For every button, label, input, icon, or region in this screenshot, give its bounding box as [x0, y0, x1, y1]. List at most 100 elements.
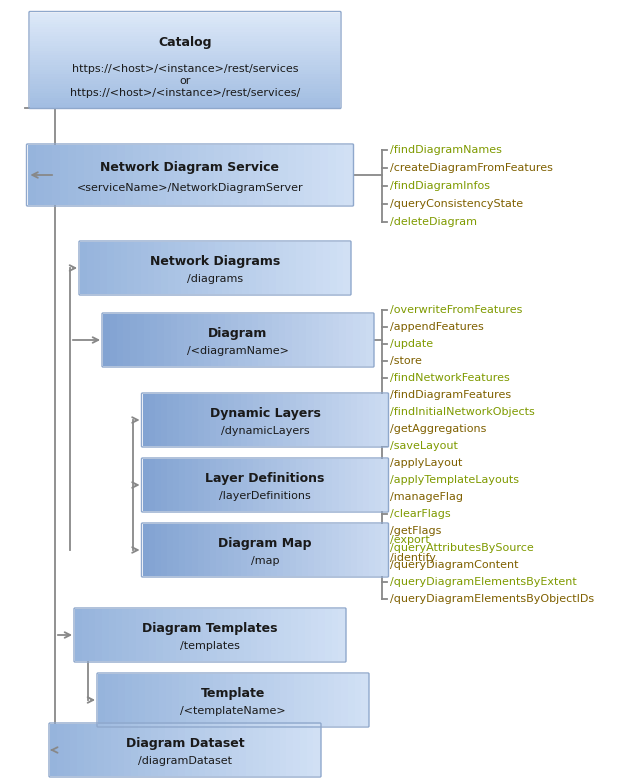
Bar [314, 524, 321, 576]
Bar [123, 314, 130, 366]
Bar [298, 609, 305, 661]
Bar [111, 724, 118, 776]
Bar [300, 724, 307, 776]
Bar [193, 674, 200, 726]
Bar [345, 394, 351, 446]
Bar [44, 145, 53, 205]
Bar [30, 41, 340, 44]
Bar [245, 314, 252, 366]
Bar [192, 524, 198, 576]
Bar [231, 314, 239, 366]
Bar [104, 724, 111, 776]
Bar [363, 524, 369, 576]
Bar [332, 459, 339, 511]
Bar [192, 459, 198, 511]
Bar [30, 20, 340, 23]
Bar [136, 609, 143, 661]
Bar [182, 145, 190, 205]
Bar [259, 314, 265, 366]
Bar [271, 145, 280, 205]
Bar [155, 394, 162, 446]
Bar [179, 459, 186, 511]
Bar [326, 314, 333, 366]
Bar [161, 524, 168, 576]
Bar [179, 394, 186, 446]
Bar [197, 314, 205, 366]
Bar [253, 459, 259, 511]
Bar [286, 724, 294, 776]
Bar [316, 242, 324, 294]
Bar [312, 145, 321, 205]
Bar [284, 524, 290, 576]
Bar [138, 724, 145, 776]
Bar [271, 459, 278, 511]
Bar [186, 674, 193, 726]
Bar [320, 145, 329, 205]
Bar [158, 145, 166, 205]
Bar [218, 314, 225, 366]
Bar [97, 724, 105, 776]
Bar [296, 242, 303, 294]
Bar [277, 459, 284, 511]
Bar [141, 242, 148, 294]
Bar [30, 84, 340, 87]
Bar [222, 459, 228, 511]
Bar [175, 242, 182, 294]
Bar [294, 674, 301, 726]
Text: Diagram Dataset: Diagram Dataset [126, 737, 244, 751]
Bar [36, 145, 44, 205]
Bar [351, 394, 357, 446]
Bar [332, 314, 340, 366]
Bar [30, 72, 340, 75]
Bar [337, 242, 344, 294]
Bar [185, 394, 192, 446]
Bar [302, 524, 309, 576]
Bar [107, 242, 115, 294]
Bar [282, 242, 290, 294]
Bar [247, 459, 254, 511]
Bar [260, 674, 267, 726]
Bar [381, 459, 388, 511]
Bar [30, 12, 340, 16]
Bar [339, 394, 345, 446]
Bar [30, 38, 340, 41]
Text: /findDiagramInfos: /findDiagramInfos [390, 181, 490, 191]
Text: /queryDiagramContent: /queryDiagramContent [390, 560, 518, 570]
Bar [161, 394, 168, 446]
Bar [77, 724, 85, 776]
Text: /findNetworkFeatures: /findNetworkFeatures [390, 373, 510, 383]
Bar [265, 394, 272, 446]
Bar [109, 145, 118, 205]
Bar [30, 27, 340, 30]
Bar [305, 314, 313, 366]
Bar [145, 674, 153, 726]
Bar [68, 145, 77, 205]
Bar [327, 674, 335, 726]
Bar [170, 609, 177, 661]
Bar [273, 724, 280, 776]
Bar [223, 609, 231, 661]
Bar [339, 314, 347, 366]
Bar [259, 394, 265, 446]
Bar [252, 724, 260, 776]
Bar [289, 459, 296, 511]
Bar [326, 524, 333, 576]
Bar [332, 394, 339, 446]
Bar [182, 242, 188, 294]
Bar [190, 609, 197, 661]
Bar [247, 674, 254, 726]
Text: /layerDefinitions: /layerDefinitions [219, 491, 311, 501]
Bar [30, 53, 340, 55]
Bar [30, 105, 340, 108]
Bar [212, 724, 219, 776]
Bar [203, 609, 210, 661]
Bar [291, 609, 298, 661]
Bar [375, 459, 382, 511]
Bar [177, 609, 183, 661]
Bar [166, 145, 174, 205]
Bar [190, 145, 198, 205]
Text: /dynamicLayers: /dynamicLayers [221, 426, 309, 437]
Bar [314, 459, 321, 511]
Bar [341, 674, 348, 726]
Text: https://<host>/<instance>/rest/services
or
https://<host>/<instance>/rest/servic: https://<host>/<instance>/rest/services … [70, 64, 300, 98]
